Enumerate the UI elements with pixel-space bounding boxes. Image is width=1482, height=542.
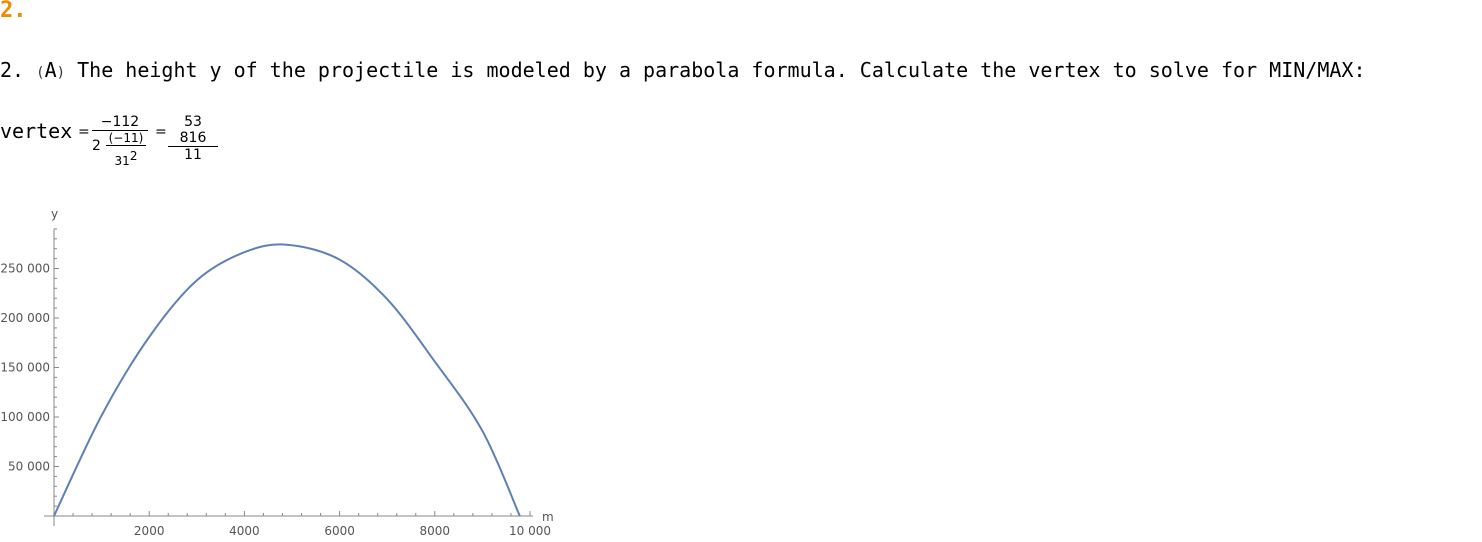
inner-denominator: 312 xyxy=(106,146,146,171)
vertex-label: vertex xyxy=(0,119,73,143)
y-tick-label: 100 000 xyxy=(0,410,50,424)
x-tick-label: 2000 xyxy=(134,524,165,538)
inner-numerator: (−11) xyxy=(108,131,144,145)
inner-denominator-exponent: 2 xyxy=(129,149,138,163)
inner-denominator-base: 31 xyxy=(114,154,130,168)
vertex-numerator: −112 xyxy=(100,114,140,130)
x-tick-label: 4000 xyxy=(229,524,260,538)
fraction-bar xyxy=(92,130,148,131)
section-heading: 2. xyxy=(0,0,27,23)
projectile-height-chart: 2000 4000 6000 8000 10 000 50 000 100 000 150 0… xyxy=(0,207,554,539)
problem-number: 2. xyxy=(0,58,25,82)
inner-fraction-bar xyxy=(106,145,146,146)
y-tick-label: 200 000 xyxy=(0,311,50,325)
denominator-coefficient: 2 xyxy=(92,138,101,154)
y-tick-label: 50 000 xyxy=(8,460,50,474)
inner-fraction: (−11) 312 xyxy=(106,131,146,171)
chart-series xyxy=(53,243,521,517)
chart-ticks xyxy=(54,228,531,516)
y-axis-label: y xyxy=(51,207,58,221)
problem-close-paren: ) xyxy=(56,65,66,81)
result-fraction-bar xyxy=(168,146,218,147)
equals-sign: = xyxy=(78,124,90,140)
chart-axes xyxy=(44,228,533,526)
vertex-fraction: −112 2 (−11) 312 xyxy=(92,114,148,169)
problem-statement: 2. (A) The height y of the projectile is… xyxy=(0,58,1366,82)
problem-open-paren: ( xyxy=(36,65,45,81)
x-tick-label: 10 000 xyxy=(509,524,551,538)
result-numerator: 53 816 xyxy=(179,114,207,146)
equals-sign-2: = xyxy=(155,124,167,140)
problem-letter: A xyxy=(44,58,57,82)
problem-text: The height y of the projectile is modele… xyxy=(77,58,1366,82)
chart-tick-labels: 2000 4000 6000 8000 10 000 50 000 100 000 150 0… xyxy=(0,262,551,539)
parabola-series-line xyxy=(53,243,521,517)
x-axis-label: m xyxy=(542,510,554,524)
y-tick-label: 150 000 xyxy=(0,361,50,375)
result-denominator: 11 xyxy=(184,147,202,163)
result-fraction: 53 816 11 xyxy=(168,114,218,163)
y-tick-label: 250 000 xyxy=(0,262,50,276)
vertex-denominator: 2 (−11) 312 xyxy=(92,131,148,169)
x-tick-label: 6000 xyxy=(324,524,355,538)
x-tick-label: 8000 xyxy=(420,524,451,538)
